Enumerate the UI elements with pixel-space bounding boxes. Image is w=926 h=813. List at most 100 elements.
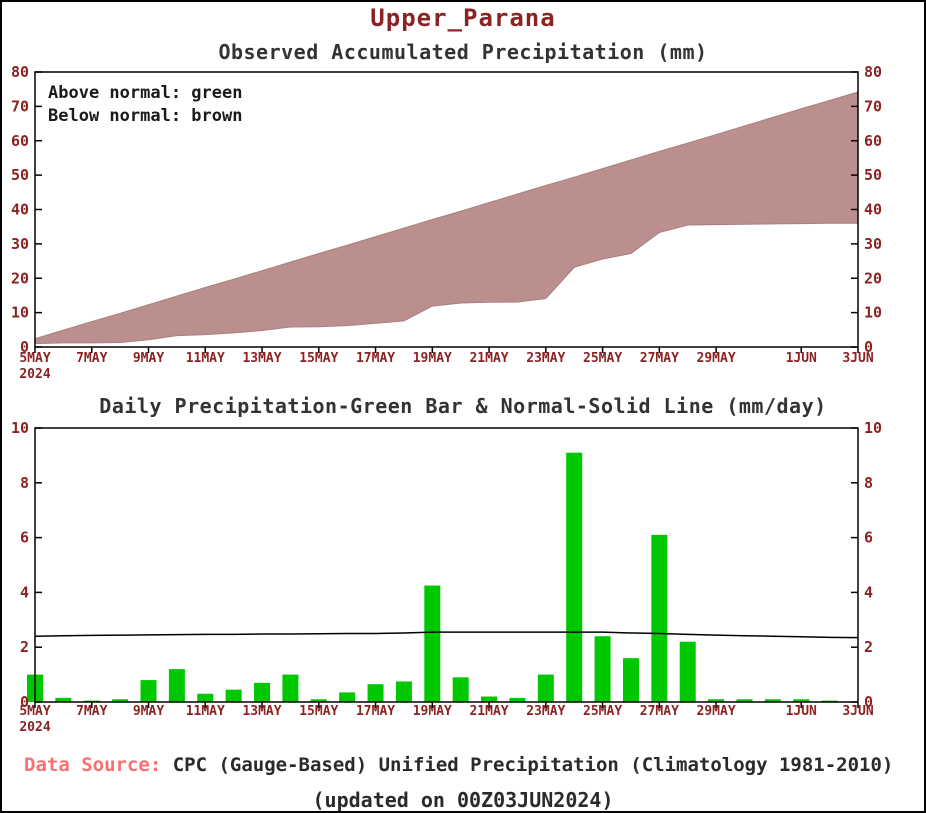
legend: Above normal: green Below normal: brown: [48, 82, 242, 128]
data-source-line: Data Source: CPC (Gauge-Based) Unified P…: [24, 754, 924, 776]
updated-timestamp: (updated on 00Z03JUN2024): [312, 788, 614, 812]
svg-text:19MAY: 19MAY: [413, 351, 452, 366]
svg-text:23MAY: 23MAY: [526, 351, 565, 366]
legend-below-normal: Below normal: brown: [48, 106, 243, 126]
svg-text:9MAY: 9MAY: [133, 351, 164, 366]
svg-text:2: 2: [20, 638, 29, 656]
svg-text:1JUN: 1JUN: [786, 704, 817, 719]
svg-text:1JUN: 1JUN: [786, 351, 817, 366]
svg-text:29MAY: 29MAY: [697, 351, 736, 366]
svg-text:30: 30: [11, 235, 29, 253]
svg-text:6: 6: [864, 529, 873, 547]
daily-precip-bar: [793, 699, 810, 702]
daily-precip-bar: [424, 585, 441, 702]
svg-text:3JUN: 3JUN: [842, 351, 873, 366]
svg-text:3JUN: 3JUN: [842, 704, 873, 719]
svg-text:15MAY: 15MAY: [299, 704, 338, 719]
daily-precip-bar: [708, 699, 725, 702]
svg-text:60: 60: [11, 132, 29, 150]
daily-precip-bar: [310, 699, 327, 702]
daily-precip-bar: [764, 699, 781, 702]
svg-text:25MAY: 25MAY: [583, 704, 622, 719]
svg-text:30: 30: [864, 235, 882, 253]
svg-text:27MAY: 27MAY: [640, 704, 679, 719]
svg-text:8: 8: [864, 474, 873, 492]
daily-precip-bar: [651, 534, 668, 702]
svg-text:4: 4: [20, 583, 29, 601]
daily-precip-bar: [112, 699, 129, 702]
svg-text:9MAY: 9MAY: [133, 704, 164, 719]
accumulated-precipitation-chart: 0 0 10 10 20 20 30 30 40 40 50 50 60 60 70 70 80 80 5MAY 7M…: [11, 64, 882, 382]
data-source-label: Data Source:: [24, 754, 162, 776]
svg-text:6: 6: [20, 529, 29, 547]
daily-precip-bar: [537, 674, 554, 702]
svg-text:80: 80: [864, 64, 882, 81]
accumulated-chart-title: Observed Accumulated Precipitation (mm): [218, 40, 708, 64]
daily-precip-bar: [140, 680, 157, 702]
svg-text:25MAY: 25MAY: [583, 351, 622, 366]
svg-text:40: 40: [11, 201, 29, 219]
svg-text:7MAY: 7MAY: [76, 704, 107, 719]
daily-precip-bar: [168, 669, 185, 702]
svg-text:13MAY: 13MAY: [242, 351, 281, 366]
svg-text:7MAY: 7MAY: [76, 351, 107, 366]
svg-text:15MAY: 15MAY: [299, 351, 338, 366]
svg-text:8: 8: [20, 474, 29, 492]
svg-text:2024: 2024: [19, 367, 50, 382]
daily-precip-bar: [282, 674, 299, 702]
daily-precip-bar: [679, 641, 696, 702]
svg-text:40: 40: [864, 201, 882, 219]
svg-text:70: 70: [864, 97, 882, 115]
daily-precip-bar: [395, 681, 412, 702]
svg-text:0: 0: [20, 338, 29, 356]
daily-precip-bar: [339, 692, 356, 702]
svg-text:80: 80: [11, 64, 29, 81]
svg-text:0: 0: [864, 693, 873, 711]
svg-text:5MAY: 5MAY: [19, 704, 50, 719]
svg-text:10: 10: [11, 420, 29, 437]
svg-text:10: 10: [864, 420, 882, 437]
daily-precip-bar: [225, 689, 242, 702]
daily-precip-bar: [55, 697, 72, 702]
svg-text:50: 50: [11, 166, 29, 184]
normal-daily-line: [34, 631, 859, 639]
daily-precip-bar: [254, 682, 271, 702]
svg-text:0: 0: [20, 693, 29, 711]
below-normal-area: [34, 91, 859, 345]
svg-text:11MAY: 11MAY: [186, 351, 225, 366]
svg-text:19MAY: 19MAY: [413, 704, 452, 719]
svg-text:17MAY: 17MAY: [356, 704, 395, 719]
page-title: Upper_Parana: [370, 4, 556, 32]
svg-text:2: 2: [864, 638, 873, 656]
svg-text:4: 4: [864, 583, 873, 601]
svg-text:21MAY: 21MAY: [469, 704, 508, 719]
daily-precip-bar: [566, 452, 583, 702]
daily-precip-bar: [509, 697, 526, 702]
svg-text:50: 50: [864, 166, 882, 184]
daily-precip-bar: [367, 684, 384, 702]
svg-text:5MAY: 5MAY: [19, 351, 50, 366]
svg-text:2024: 2024: [19, 720, 50, 735]
daily-precip-bar: [622, 658, 639, 702]
svg-text:17MAY: 17MAY: [356, 351, 395, 366]
svg-text:0: 0: [864, 338, 873, 356]
data-source-text: CPC (Gauge-Based) Unified Precipitation …: [161, 754, 894, 776]
svg-text:20: 20: [11, 269, 29, 287]
svg-text:10: 10: [11, 304, 29, 322]
daily-chart-title: Daily Precipitation-Green Bar & Normal-S…: [99, 394, 827, 418]
svg-text:10: 10: [864, 304, 882, 322]
svg-text:13MAY: 13MAY: [242, 704, 281, 719]
svg-text:20: 20: [864, 269, 882, 287]
svg-text:27MAY: 27MAY: [640, 351, 679, 366]
daily-precip-bar: [594, 636, 611, 702]
svg-text:23MAY: 23MAY: [526, 704, 565, 719]
svg-text:11MAY: 11MAY: [186, 704, 225, 719]
svg-text:29MAY: 29MAY: [697, 704, 736, 719]
daily-precipitation-chart: 0 0 2 2 4 4 6 6 8 8 10 10 5MAY 7MAY 9MAY 11MAY 13MAY 15MA…: [11, 420, 882, 735]
daily-precip-bar: [481, 696, 498, 702]
legend-above-normal: Above normal: green: [48, 83, 243, 103]
svg-text:70: 70: [11, 97, 29, 115]
daily-precip-bar: [452, 677, 469, 702]
daily-precip-bar: [197, 693, 214, 702]
